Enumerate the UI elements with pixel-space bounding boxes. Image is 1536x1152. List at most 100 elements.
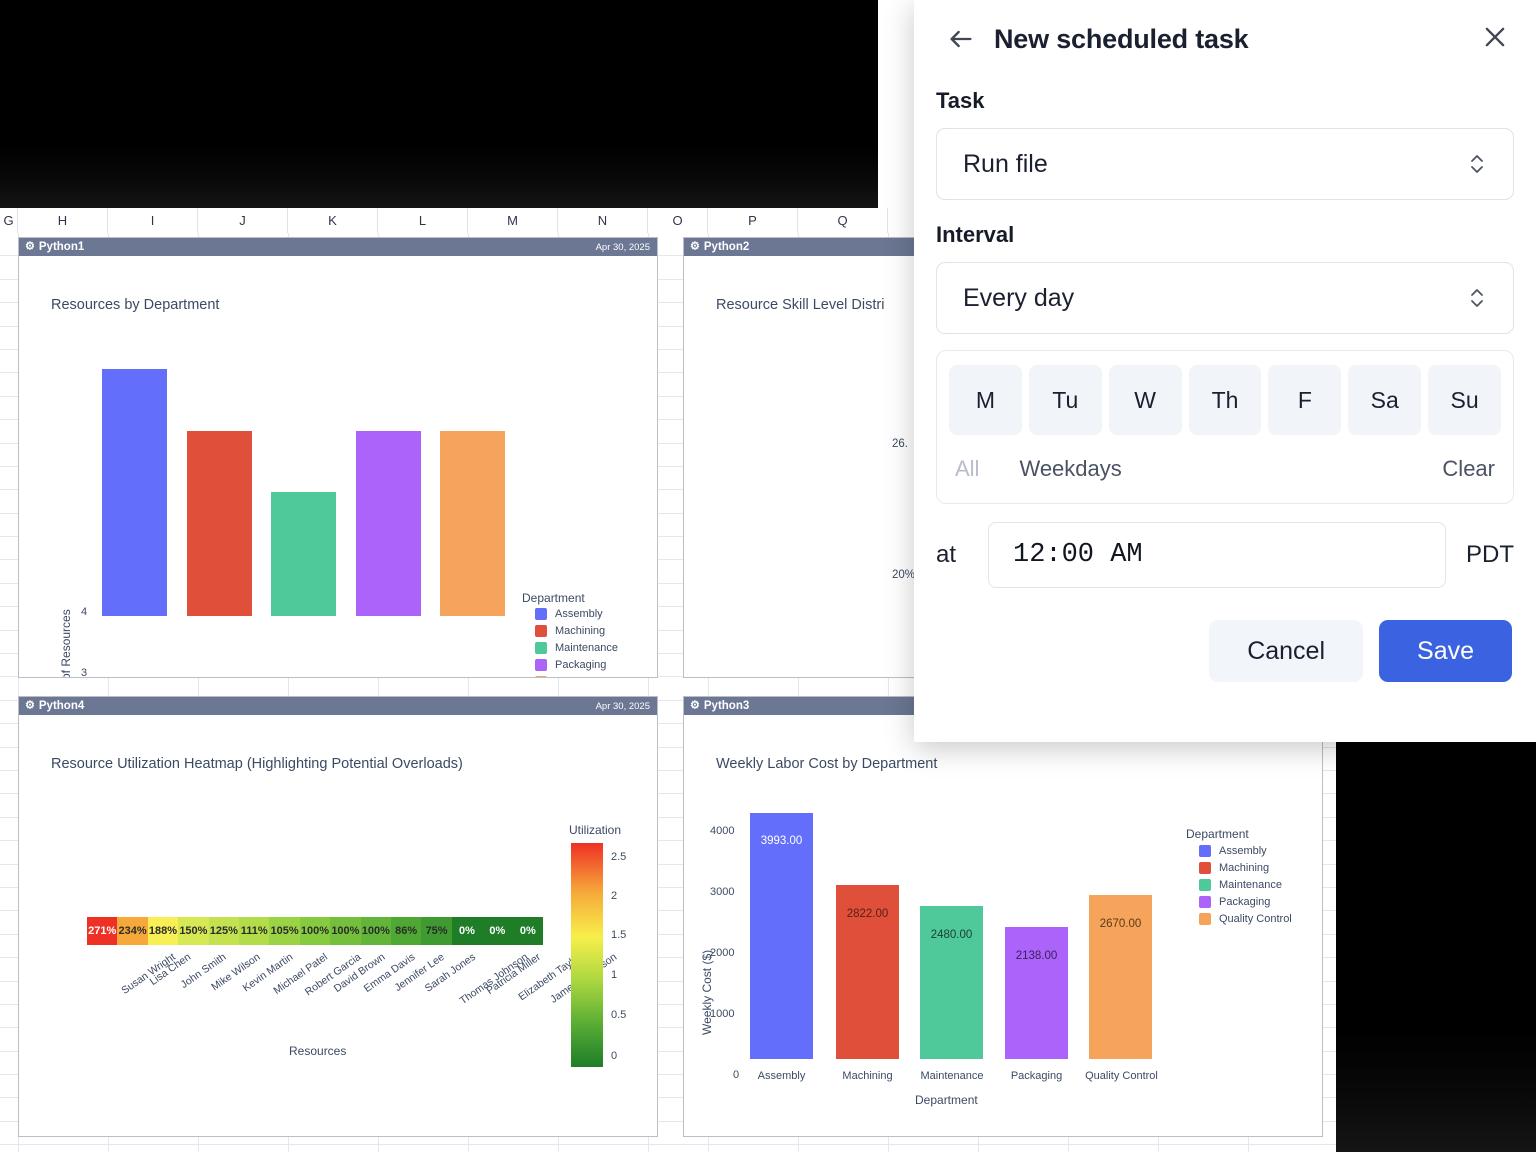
- legend-item-assembly[interactable]: Assembly: [1199, 845, 1267, 857]
- pie-slice-label: 20%: [892, 569, 916, 581]
- column-header-j[interactable]: J: [198, 207, 288, 233]
- heatmap-cell[interactable]: 105%: [269, 917, 300, 945]
- save-button[interactable]: Save: [1379, 620, 1512, 682]
- bar-machining[interactable]: [836, 885, 899, 1059]
- bar-packaging[interactable]: [356, 431, 421, 616]
- column-header-l[interactable]: L: [378, 207, 468, 233]
- x-tick: Quality Control: [1085, 1070, 1158, 1082]
- weekday-pill-w[interactable]: W: [1108, 365, 1182, 435]
- y-tick: 1000: [710, 1008, 735, 1020]
- weekday-pill-m[interactable]: M: [949, 365, 1022, 435]
- heatmap-cell[interactable]: 0%: [512, 917, 543, 945]
- legend-label: Assembly: [1219, 845, 1267, 857]
- chart-card-python3[interactable]: ⚙ Python3 Weekly Labor Cost by Departmen…: [683, 696, 1323, 1137]
- colorbar-title: Utilization: [569, 823, 622, 837]
- panel-actions: Cancel Save: [936, 620, 1514, 682]
- legend-item-maintenance[interactable]: Maintenance: [535, 642, 618, 654]
- x-tick: Maintenance: [920, 1070, 984, 1082]
- heatmap-cell[interactable]: 100%: [330, 917, 361, 945]
- chart-title: Resources by Department: [51, 297, 220, 313]
- task-field-label: Task: [936, 88, 985, 113]
- bar-maintenance[interactable]: [920, 906, 983, 1059]
- column-header-i[interactable]: I: [108, 207, 198, 233]
- legend-item-packaging[interactable]: Packaging: [535, 659, 606, 671]
- legend-item-quality-control[interactable]: Quality Control: [1199, 913, 1292, 925]
- y-tick: 2000: [710, 947, 735, 959]
- bar-quality-control[interactable]: [440, 431, 505, 616]
- panel-title: New scheduled task: [994, 23, 1249, 54]
- weekday-pill-tu[interactable]: Tu: [1028, 365, 1102, 435]
- clear-days-link[interactable]: Clear: [1442, 456, 1495, 481]
- heatmap-cell[interactable]: 100%: [360, 917, 391, 945]
- screen-occlusion-bottom-right: [1336, 742, 1536, 1152]
- heatmap-cell[interactable]: 0%: [451, 917, 483, 945]
- weekday-pill-f[interactable]: F: [1268, 365, 1342, 435]
- bar-assembly[interactable]: [102, 369, 167, 616]
- legend-item-packaging[interactable]: Packaging: [1199, 896, 1270, 908]
- interval-select-value: Every day: [963, 283, 1075, 312]
- x-tick: Assembly: [757, 1070, 806, 1082]
- select-weekdays-link[interactable]: Weekdays: [1019, 456, 1122, 481]
- chart-plot-area: Resources by Department 4 3 2 1 0 Number…: [19, 256, 657, 677]
- legend-swatch: [535, 608, 547, 620]
- screen-occlusion-top-left: [0, 0, 878, 208]
- heatmap-cell[interactable]: 100%: [299, 917, 331, 945]
- cancel-button[interactable]: Cancel: [1209, 620, 1364, 682]
- column-header-h[interactable]: H: [18, 207, 108, 233]
- column-header-m[interactable]: M: [468, 207, 558, 233]
- heatmap-cell[interactable]: 86%: [391, 917, 422, 945]
- heatmap-cell[interactable]: 271%: [87, 917, 118, 945]
- legend-item-assembly[interactable]: Assembly: [535, 608, 603, 620]
- heatmap-cell[interactable]: 125%: [208, 917, 239, 945]
- legend-item-machining[interactable]: Machining: [1199, 862, 1269, 874]
- bar-assembly[interactable]: [750, 813, 813, 1059]
- heatmap-cell[interactable]: 0%: [482, 917, 513, 945]
- bar-quality-control[interactable]: [1089, 895, 1152, 1059]
- heatmap-cell[interactable]: 150%: [178, 917, 209, 945]
- python-icon: ⚙: [25, 240, 35, 252]
- column-header-o[interactable]: O: [648, 207, 708, 233]
- weekday-pill-th[interactable]: Th: [1188, 365, 1262, 435]
- x-tick: Machining: [842, 1070, 893, 1082]
- at-label: at: [936, 541, 957, 568]
- task-select[interactable]: Run file: [936, 128, 1514, 200]
- legend-item-quality-control[interactable]: Quality Control: [535, 676, 628, 677]
- chart-card-python4[interactable]: ⚙ Python4 Apr 30, 2025 Resource Utilizat…: [18, 696, 658, 1137]
- back-arrow-icon[interactable]: [944, 22, 978, 56]
- y-tick: 0: [733, 1069, 740, 1081]
- legend-item-maintenance[interactable]: Maintenance: [1199, 879, 1282, 891]
- column-header-k[interactable]: K: [288, 207, 378, 233]
- column-header-g[interactable]: G: [0, 207, 18, 233]
- column-header-p[interactable]: P: [708, 207, 798, 233]
- column-header-n[interactable]: N: [558, 207, 648, 233]
- close-icon[interactable]: [1478, 20, 1512, 54]
- bar-maintenance[interactable]: [271, 492, 336, 616]
- legend-label: Assembly: [555, 608, 603, 620]
- legend-label: Maintenance: [555, 642, 618, 654]
- timezone-label: PDT: [1466, 541, 1514, 568]
- column-header-q[interactable]: Q: [798, 207, 888, 233]
- panel-header: New scheduled task: [914, 0, 1536, 78]
- python-icon: ⚙: [690, 699, 700, 711]
- python-icon: ⚙: [690, 240, 700, 252]
- time-input[interactable]: 12:00 AM: [988, 522, 1446, 588]
- legend-item-machining[interactable]: Machining: [535, 625, 605, 637]
- time-value: 12:00 AM: [1013, 540, 1143, 570]
- spreadsheet-row: [0, 1122, 1536, 1146]
- heatmap-cell[interactable]: 188%: [147, 917, 179, 945]
- chart-card-python1[interactable]: ⚙ Python1 Apr 30, 2025 Resources by Depa…: [18, 237, 658, 678]
- heatmap-cell[interactable]: 234%: [117, 917, 148, 945]
- weekday-pill-sa[interactable]: Sa: [1348, 365, 1422, 435]
- bar-packaging[interactable]: [1005, 927, 1068, 1059]
- select-all-days-link[interactable]: All: [955, 456, 980, 481]
- bar-value-assembly: 3993.00: [760, 835, 803, 847]
- time-row: at 12:00 AM PDT: [936, 522, 1514, 588]
- bar-machining[interactable]: [187, 431, 252, 616]
- weekday-pill-su[interactable]: Su: [1428, 365, 1502, 435]
- interval-select[interactable]: Every day: [936, 262, 1514, 334]
- heatmap-cell[interactable]: 111%: [239, 917, 270, 945]
- legend-title: Department: [1186, 827, 1249, 841]
- legend-label: Packaging: [1219, 896, 1271, 908]
- chart-plot-area: Resource Utilization Heatmap (Highlighti…: [19, 715, 657, 1136]
- heatmap-cell[interactable]: 75%: [421, 917, 452, 945]
